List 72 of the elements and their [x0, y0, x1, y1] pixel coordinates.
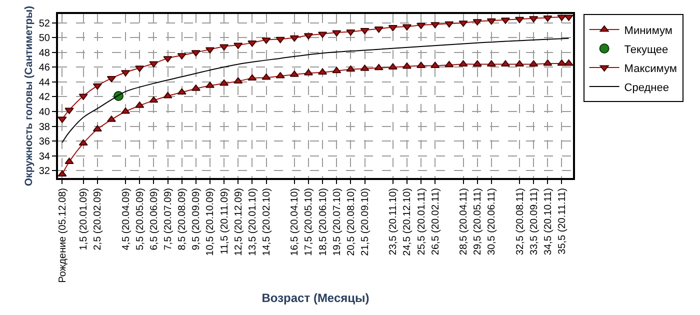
- y-axis-title: Окружность головы (Сантиметры): [23, 6, 36, 186]
- y-tick-label: 42: [38, 92, 50, 104]
- point: [374, 64, 384, 70]
- point: [402, 24, 412, 31]
- x-tick-label: 20,5 (20.08.10): [346, 188, 357, 256]
- point: [543, 15, 552, 22]
- y-tick-label: 38: [38, 122, 50, 133]
- point: [220, 79, 229, 86]
- x-tick-label: 24,5 (20.12.10): [402, 188, 414, 256]
- x-tick-label: 18,5 (20.06.10): [318, 188, 329, 256]
- x-tick-label: 33,5 (20.09.11): [528, 188, 540, 256]
- x-tick-label: 21,5 (20.09.10): [360, 188, 371, 256]
- x-tick-label: 9,5 (20.09.09): [191, 188, 202, 250]
- x-tick-label: 19,5 (20.07.10): [332, 188, 343, 256]
- x-tick-label: 25,5 (20.01.11): [416, 188, 428, 256]
- x-tick-label: 28,5 (20.04.11): [458, 188, 470, 256]
- x-tick-label: 6,5 (20.06.09): [148, 188, 160, 250]
- x-tick-label: 5,5 (20.05.09): [134, 188, 146, 250]
- y-tick-label: 32: [38, 166, 50, 178]
- point: [149, 96, 158, 103]
- point: [402, 62, 412, 69]
- point: [514, 16, 524, 24]
- x-tick-label: 35,5 (20.11.11): [556, 188, 568, 254]
- point: [92, 83, 102, 90]
- x-tick-label: 16,5 (20.04.10): [290, 188, 301, 256]
- point: [58, 170, 67, 177]
- y-tick-label: 36: [38, 136, 50, 148]
- x-tick-label: 2,5 (20.02.09): [92, 188, 104, 250]
- point: [346, 65, 356, 72]
- x-tick-label: 4,5 (20.04.09): [120, 188, 132, 250]
- point: [276, 36, 285, 44]
- legend-label: Минимум: [624, 24, 672, 37]
- line-series: [62, 38, 570, 144]
- point: [318, 68, 328, 75]
- y-tick-label: 40: [38, 107, 50, 118]
- x-tick-label: 32,5 (20.08.11): [514, 188, 526, 256]
- y-tick-label: 48: [38, 48, 50, 59]
- x-axis-title: Возраст (Месяцы): [262, 291, 370, 306]
- x-tick-label: 13,5 (20.01.10): [247, 188, 258, 256]
- point: [416, 22, 426, 30]
- point: [177, 88, 186, 95]
- y-tick-label: 46: [38, 62, 50, 74]
- x-tick-label: 30,5 (20.06.11): [486, 188, 498, 256]
- x-tick-label: 23,5 (20.11.10): [388, 188, 400, 256]
- point: [248, 74, 257, 81]
- point: [234, 42, 243, 50]
- point: [332, 66, 342, 74]
- x-tick-label: 8,5 (20.08.09): [177, 188, 188, 250]
- x-tick-label: 12,5 (20.12.09): [233, 188, 244, 256]
- y-tick-label: 52: [38, 18, 50, 30]
- legend-label: Среднее: [624, 82, 669, 94]
- y-tick-label: 44: [38, 77, 50, 88]
- x-tick-label: 1,5 (20.01.09): [78, 188, 90, 250]
- x-tick-label: 7,5 (20.07.09): [163, 188, 174, 250]
- x-tick-label: 14,5 (20.02.10): [262, 188, 272, 256]
- point: [78, 139, 88, 146]
- point: [346, 29, 356, 36]
- point: [486, 18, 496, 25]
- x-tick-label: Рождение (05.12.08): [57, 188, 68, 283]
- x-tick-label: 10,5 (20.10.09): [205, 188, 216, 256]
- point: [444, 21, 454, 28]
- point: [290, 35, 299, 42]
- x-tick-label: 29,5 (20.05.11): [472, 188, 484, 256]
- y-tick-label: 34: [38, 151, 50, 162]
- x-tick-label: 17,5 (20.05.10): [304, 188, 315, 256]
- x-tick-label: 26,5 (20.02.11): [430, 188, 442, 256]
- x-tick-label: 34,5 (20.10.11): [542, 188, 554, 256]
- x-tick-label: 11,5 (20.11.09): [219, 188, 230, 254]
- legend-label: Текущее: [624, 44, 668, 56]
- legend-label: Максимум: [624, 62, 677, 75]
- point: [444, 60, 454, 68]
- y-tick-label: 50: [38, 33, 50, 44]
